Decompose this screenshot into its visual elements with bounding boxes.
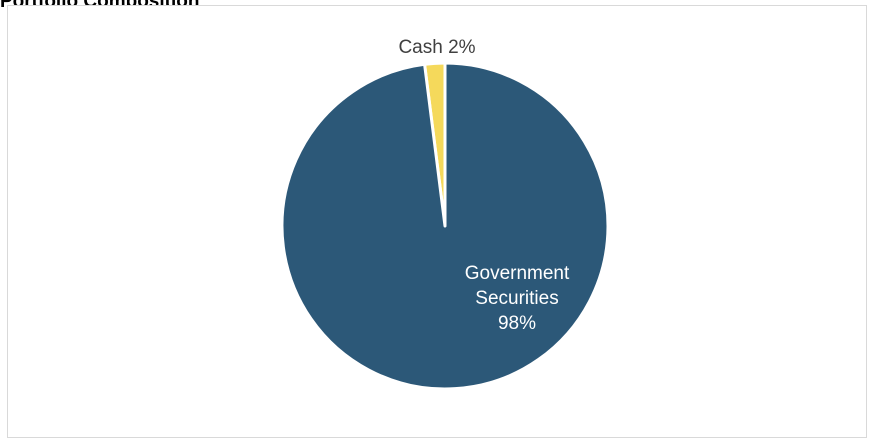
data-label-cash: Cash 2% xyxy=(398,37,475,58)
pie-slice-government-securities xyxy=(280,61,610,391)
data-label-government-securities: Government Securities 98% xyxy=(465,263,570,334)
